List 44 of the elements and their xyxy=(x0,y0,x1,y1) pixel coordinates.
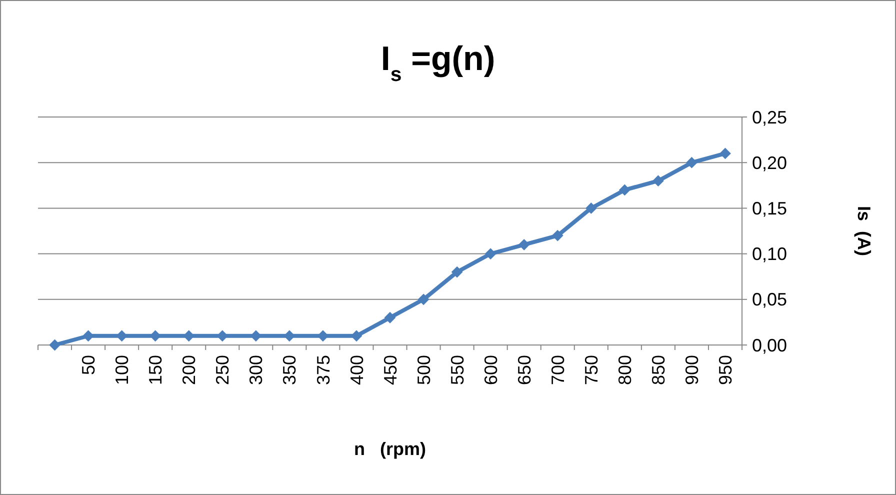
point xyxy=(82,330,94,342)
x-tick-label: 100 xyxy=(112,355,132,386)
point xyxy=(686,157,698,168)
x-tick-label: 950 xyxy=(716,355,736,386)
y-tick-label: 0,10 xyxy=(752,244,788,264)
point xyxy=(485,248,496,260)
x-tick-label: 800 xyxy=(614,355,635,386)
point xyxy=(418,294,430,305)
y-tick-label: 0,20 xyxy=(752,152,788,173)
point xyxy=(49,340,60,350)
y-axis-title: Is (A) xyxy=(854,206,874,256)
point xyxy=(452,266,463,278)
x-axis-title: n (rpm) xyxy=(354,439,426,459)
x-tick-label: 450 xyxy=(380,355,400,386)
point xyxy=(150,330,161,342)
point xyxy=(652,175,664,186)
point xyxy=(720,148,731,159)
x-tick-label: 400 xyxy=(346,355,367,386)
x-tick-label: 50 xyxy=(78,355,99,376)
x-tick-label: 600 xyxy=(480,355,501,386)
x-tick-label: 700 xyxy=(548,355,568,386)
point xyxy=(518,239,530,250)
y-tick-label: 0,25 xyxy=(752,107,788,128)
x-tick-label: 850 xyxy=(648,355,668,386)
x-tick-label: 650 xyxy=(514,355,534,386)
y-tick-label: 0,15 xyxy=(752,198,788,218)
x-tick-label: 200 xyxy=(179,355,200,386)
y-tick-label: 0,05 xyxy=(752,290,788,310)
x-tick-label: 900 xyxy=(682,355,702,386)
x-tick-label: 550 xyxy=(447,355,468,386)
point xyxy=(384,312,396,324)
x-tick-label: 375 xyxy=(313,355,334,386)
x-tick-label: 250 xyxy=(212,355,233,386)
x-tick-label: 150 xyxy=(146,355,166,386)
point xyxy=(586,202,597,214)
chart-title: I$_{s}$ =g(n) xyxy=(380,40,496,86)
x-tick-label: 350 xyxy=(280,355,300,386)
point xyxy=(116,330,128,342)
x-tick-label: 500 xyxy=(414,355,434,386)
y-tick-label: 0,00 xyxy=(752,335,788,356)
x-tick-label: 750 xyxy=(581,355,602,386)
point xyxy=(552,230,564,242)
point xyxy=(619,184,630,196)
x-tick-label: 300 xyxy=(246,355,266,386)
